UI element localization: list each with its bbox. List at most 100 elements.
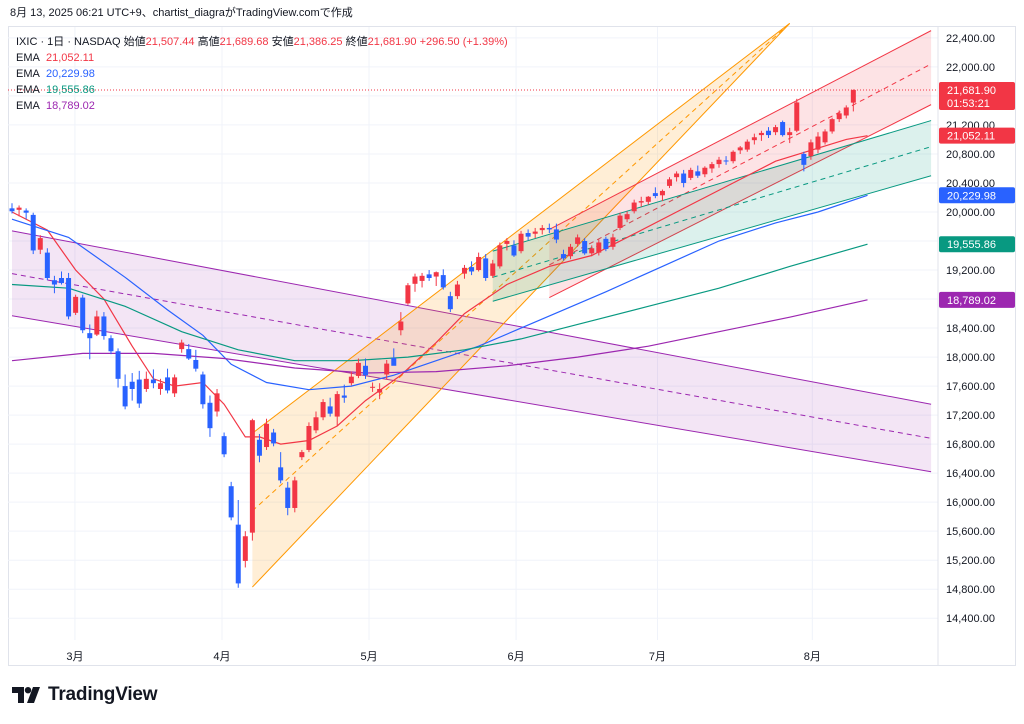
candle-body [143, 378, 149, 389]
ohlc-row: IXIC · 1日 · NASDAQ 始値21,507.44 高値21,689.… [16, 34, 508, 50]
candle-body [426, 274, 432, 279]
channel-upper-line [492, 120, 932, 252]
y-tick-label: 15,600.00 [946, 526, 995, 538]
candle-body [419, 275, 425, 281]
grid [8, 27, 938, 640]
symbol: IXIC · 1日 · NASDAQ [16, 36, 121, 48]
candle-body [454, 284, 460, 297]
candle-body [596, 242, 602, 253]
y-tick-label: 17,200.00 [946, 410, 995, 422]
candle-body [617, 215, 623, 228]
y-tick-label: 14,800.00 [946, 584, 995, 596]
y-tick-label: 22,000.00 [946, 62, 995, 74]
candle-body [9, 208, 15, 212]
candle-body [490, 263, 496, 276]
candle-body [469, 267, 475, 272]
y-tick-label: 15,200.00 [946, 555, 995, 567]
candle-body [476, 256, 482, 271]
candle-body [377, 388, 383, 393]
channel-fill [549, 30, 932, 298]
ema-row: EMA 18,789.02 [16, 98, 508, 114]
candle-body [723, 160, 729, 162]
channel-lower-line [549, 104, 932, 299]
candle-body [850, 89, 856, 103]
x-tick-label: 5月 [360, 651, 377, 663]
change-value: +296.50 (+1.39%) [419, 36, 508, 48]
candle-body [659, 190, 665, 196]
ema-line [11, 243, 868, 362]
candle-body [433, 272, 439, 277]
y-tick-label: 16,800.00 [946, 439, 995, 451]
channel-mid-line [11, 273, 932, 439]
candle-body [23, 210, 29, 213]
y-tick-label: 19,200.00 [946, 265, 995, 277]
candle-body [603, 238, 609, 249]
candle-body [688, 169, 694, 178]
candle-body [624, 214, 630, 220]
candle-body [66, 278, 72, 317]
candle-body [341, 395, 347, 398]
candle-body [539, 227, 545, 231]
candle-body [751, 137, 757, 141]
candle-body [363, 365, 368, 376]
price-label-countdown: 01:53:21 [947, 98, 990, 110]
candle-body [412, 276, 418, 284]
price-label-value: 18,789.02 [947, 295, 996, 307]
candle-body [320, 402, 326, 418]
candle-body [37, 238, 43, 250]
candle-body [44, 252, 50, 279]
candle-body [179, 342, 185, 350]
candle-body [207, 402, 213, 429]
candle-body [645, 196, 651, 202]
candle-body [73, 296, 79, 313]
candle-body [334, 394, 340, 417]
candle-body [94, 316, 100, 335]
candle-body [560, 254, 566, 259]
price-label-value: 20,229.98 [947, 190, 996, 202]
legend: IXIC · 1日 · NASDAQ 始値21,507.44 高値21,689.… [16, 34, 508, 114]
candle-body [518, 233, 524, 252]
candle-body [681, 173, 687, 183]
candle-body [200, 374, 206, 405]
candle-body [568, 246, 574, 257]
price-label-value: 21,681.90 [947, 85, 996, 97]
low-value: 21,386.25 [293, 36, 343, 48]
candle-body [370, 386, 376, 388]
candle-body [737, 147, 743, 151]
candle-body [115, 351, 121, 379]
ema-label: EMA [16, 52, 40, 64]
candle-body [108, 338, 114, 352]
candle-body [546, 227, 552, 230]
ema-value: 18,789.02 [45, 100, 95, 112]
candle-body [497, 245, 503, 267]
candle-body [278, 467, 284, 481]
candle-body [447, 296, 453, 310]
brand[interactable]: TradingView [12, 684, 158, 706]
candle-body [256, 439, 262, 456]
y-tick-label: 14,400.00 [946, 613, 995, 625]
candle-body [801, 153, 807, 165]
y-tick-label: 16,400.00 [946, 468, 995, 480]
y-tick-label: 20,400.00 [946, 178, 995, 190]
candle-body [511, 245, 517, 256]
candle-body [214, 393, 220, 412]
candle-body [532, 231, 538, 234]
candle-body [264, 423, 270, 448]
candle-body [242, 536, 248, 561]
candles [9, 89, 856, 588]
candle-body [780, 122, 786, 136]
candle-body [101, 316, 107, 337]
candle-body [313, 417, 319, 431]
price-label-box [939, 127, 1015, 144]
x-tick-label: 6月 [508, 651, 525, 663]
candle-body [249, 420, 255, 533]
channel-lower-line [252, 23, 791, 588]
ema-label: EMA [16, 100, 40, 112]
channel-upper-line [11, 230, 932, 405]
candle-body [129, 381, 135, 389]
candle-body [716, 159, 722, 165]
x-tick-label: 8月 [804, 651, 821, 663]
candle-body [674, 173, 680, 178]
